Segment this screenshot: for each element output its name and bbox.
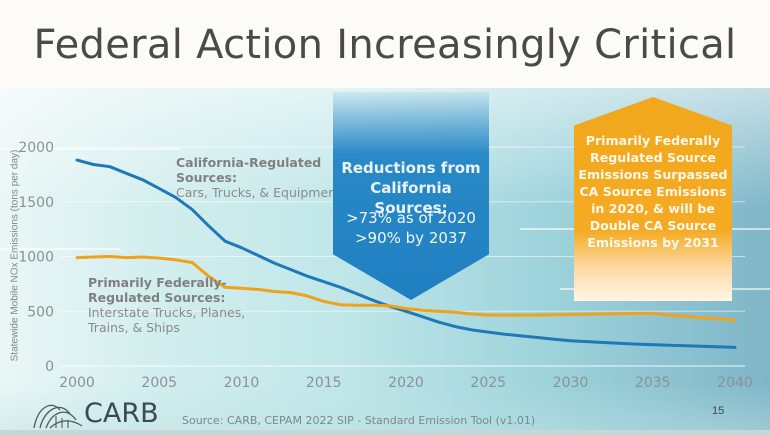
federal-sources-line [75,255,737,322]
federal-callout-line: Emissions Surpassed [578,167,728,182]
fed-label-line1: Primarily Federally- [88,275,227,290]
y-tick-labels: 0 500 1000 1500 2000 [18,140,54,375]
stat-2020: >73% as of 2020 [346,209,476,227]
federal-callout-line: Emissions by 2031 [587,235,719,250]
callout-heading-line1: Reductions from [341,159,481,177]
series-lines [75,158,737,349]
federal-emissions-callout: Primarily Federally Regulated Source Emiss… [574,97,732,301]
x-tick-label: 2035 [635,375,671,391]
federal-sources-annotation: Primarily Federally- Regulated Sources: … [88,275,245,335]
federal-callout-text: Primarily Federally Regulated Source Emiss… [574,132,732,251]
y-tick-label: 0 [45,359,54,375]
down-arrow-shape [333,92,489,300]
carb-logo: CARB [30,396,160,430]
x-tick-label: 2005 [141,375,177,391]
slide-title: Federal Action Increasingly Critical [33,22,737,68]
federal-callout-line: in 2020, & will be [591,201,715,216]
x-tick-label: 2000 [59,375,95,391]
callout-stats: >73% as of 2020 >90% by 2037 [333,208,489,248]
x-tick-label: 2025 [470,375,506,391]
federal-callout-line: Regulated Source [590,150,716,165]
x-tick-labels: 2000 2005 2010 2015 2020 2025 2030 2035 2040 [59,375,753,391]
ca-sources-line [75,158,737,349]
federal-callout-line: CA Source Emissions [579,184,727,199]
x-tick-label: 2015 [306,375,342,391]
federal-callout-line: Primarily Federally [585,133,721,148]
callout-heading-line2: California Sources: [370,179,452,217]
y-tick-label: 1000 [18,250,54,266]
x-tick-label: 2020 [388,375,424,391]
logo-text: CARB [84,398,159,429]
carb-arcs-icon [33,404,83,429]
fed-label-line2: Regulated Sources: [88,290,226,305]
ca-reductions-callout: Reductions from California Sources: >73%… [333,92,489,300]
x-tick-label: 2040 [717,375,753,391]
ca-sources-annotation: California-Regulated Sources: Cars, Truc… [176,155,341,200]
y-tick-label: 500 [27,304,54,320]
y-tick-label: 1500 [18,195,54,211]
title-band [0,0,770,88]
stat-2037: >90% by 2037 [354,229,468,247]
y-tick-label: 2000 [18,140,54,156]
ca-label-line1: California-Regulated [176,155,322,170]
callout-heading: Reductions from California Sources: [333,158,489,218]
fed-label-detail-line1: Interstate Trucks, Planes, [88,305,246,320]
page-number: 15 [712,405,725,417]
light-streak [0,148,180,150]
ca-label-detail: Cars, Trucks, & Equipment [176,185,341,200]
y-axis-label: Statewide Mobile NOx Emissions (tons per… [9,149,21,362]
source-citation: Source: CARB, CEPAM 2022 SIP - Standard … [182,414,536,427]
x-tick-label: 2030 [553,375,589,391]
x-tick-label: 2010 [224,375,260,391]
fed-label-detail-line2: Trains, & Ships [88,320,180,335]
federal-callout-line: Double CA Source [589,218,717,233]
up-arrow-shape [574,97,732,301]
ca-label-line2: Sources: [176,170,237,185]
light-streak [0,248,120,250]
bottom-border [0,430,770,435]
